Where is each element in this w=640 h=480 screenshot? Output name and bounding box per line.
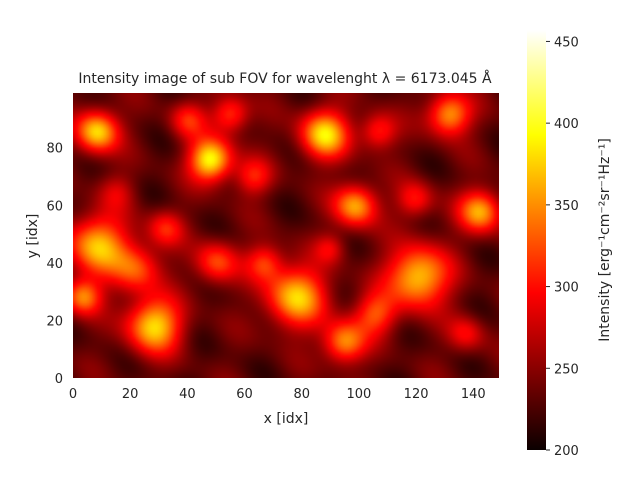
intensity-heatmap [73,93,499,378]
colorbar-tick-label: 450 [554,35,579,50]
y-tick-label: 20 [46,314,63,329]
x-tick-label: 80 [293,387,310,402]
chart-title: Intensity image of sub FOV for wavelengh… [78,70,492,87]
y-tick-label: 60 [46,199,63,214]
colorbar-tick-label: 200 [554,444,579,459]
x-tick-label: 120 [404,387,429,402]
colorbar: 200 250 300 350 400 450 Intensity [erg⁻¹cm⁻²s… [527,30,613,459]
x-axis: 0 20 40 60 80 100 120 140 [69,387,486,402]
colorbar-tick-label: 350 [554,199,579,214]
x-tick-label: 100 [346,387,371,402]
y-axis-label: y [idx] [25,214,41,259]
heatmap-plot-area [73,93,499,378]
colorbar-tick-label: 300 [554,281,579,296]
y-tick-label: 80 [46,142,63,157]
x-axis-label: x [idx] [264,411,309,427]
colorbar-label: Intensity [erg⁻¹cm⁻²sr⁻¹Hz⁻¹] [597,138,613,342]
colorbar-tick-label: 250 [554,362,579,377]
x-tick-label: 60 [236,387,253,402]
x-tick-label: 20 [122,387,139,402]
x-tick-label: 140 [461,387,486,402]
y-tick-label: 0 [55,372,63,387]
y-tick-label: 40 [46,257,63,272]
y-axis: 0 20 40 60 80 [46,142,63,387]
x-tick-label: 0 [69,387,77,402]
x-tick-label: 40 [179,387,196,402]
colorbar-gradient [527,30,546,450]
colorbar-tick-label: 400 [554,117,579,132]
colorbar-ticks: 200 250 300 350 400 450 [546,35,579,459]
